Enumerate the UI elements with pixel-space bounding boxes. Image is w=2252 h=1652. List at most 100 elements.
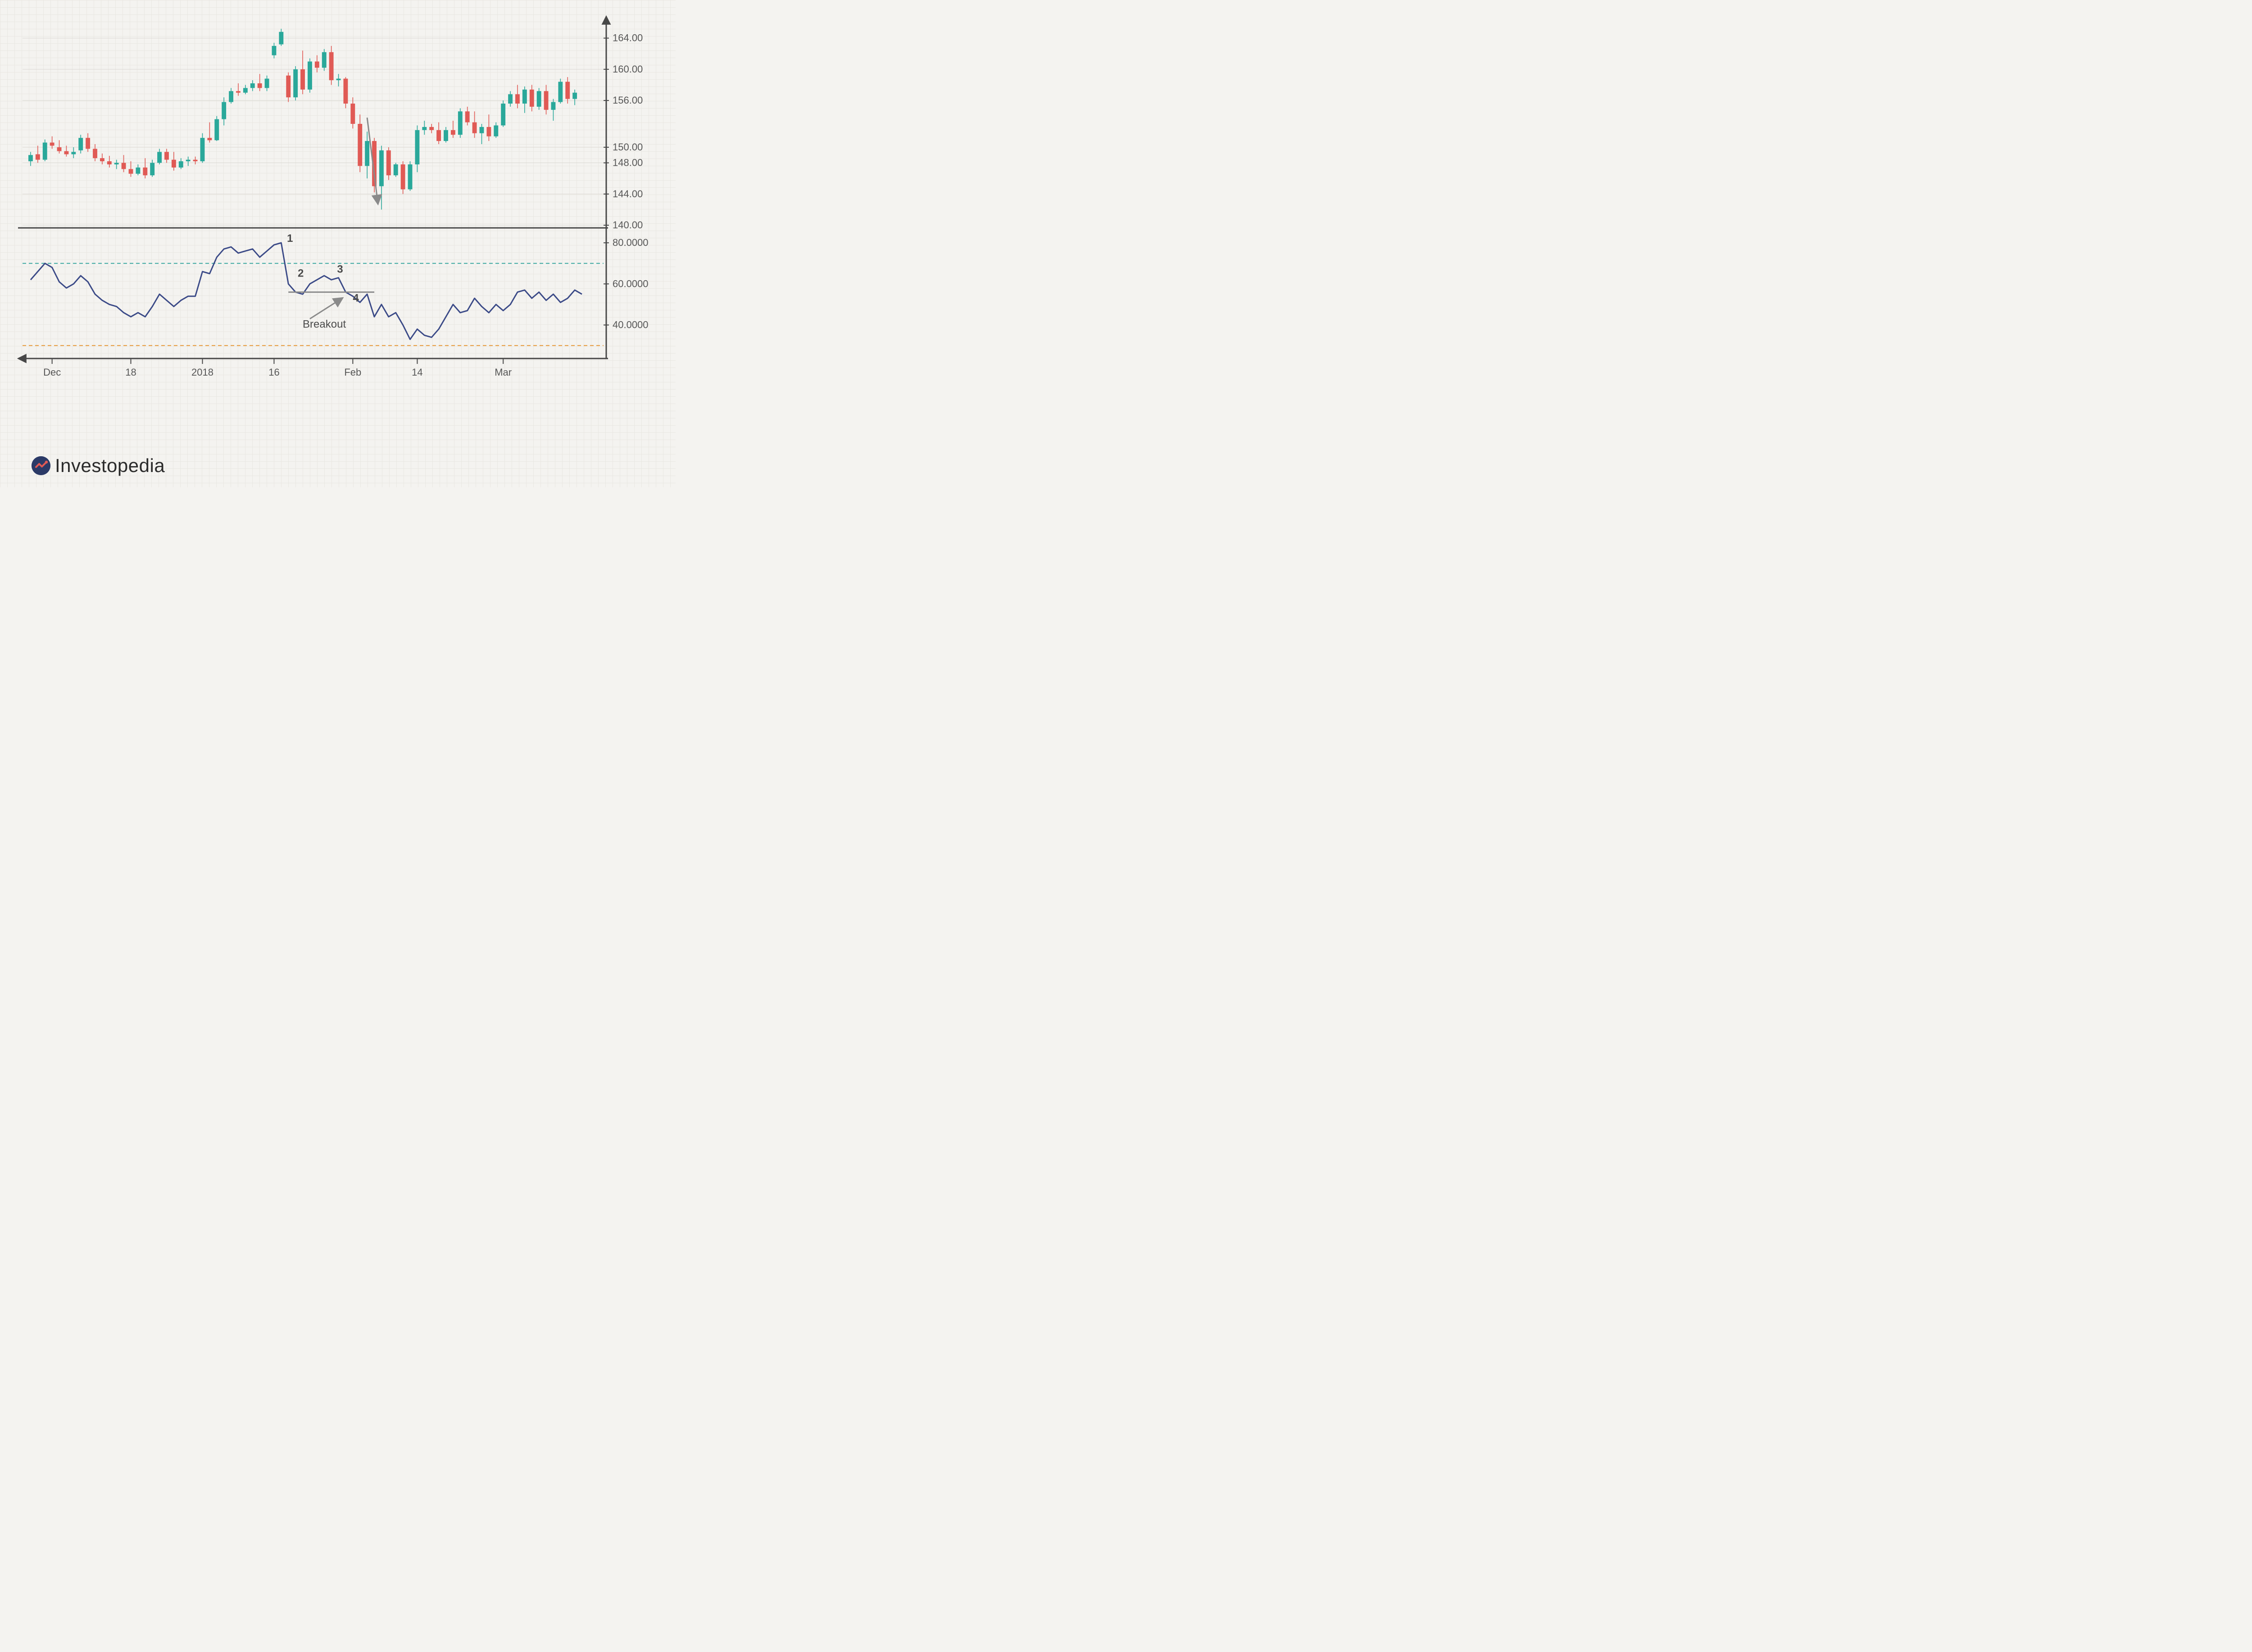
price-axis-label: 144.00: [613, 188, 643, 200]
candle-body: [379, 150, 384, 186]
candle-body: [329, 52, 334, 80]
candle-body: [129, 169, 133, 173]
candle-body: [258, 83, 262, 88]
candle-body: [401, 164, 405, 189]
rsi-axis-label: 60.0000: [613, 278, 649, 289]
candle-body: [465, 111, 470, 122]
candle-body: [150, 163, 154, 176]
candle-body: [344, 79, 348, 104]
candle-body: [200, 138, 205, 161]
candle-body: [243, 88, 248, 92]
price-axis-label: 148.00: [613, 157, 643, 168]
candle-body: [164, 152, 169, 159]
candle-body: [229, 91, 233, 102]
candle-body: [486, 127, 491, 136]
candle-body: [394, 164, 398, 175]
candle-body: [444, 130, 448, 141]
candle-body: [236, 91, 241, 92]
x-axis-label: 2018: [191, 367, 213, 378]
candle-body: [100, 158, 104, 161]
candle-body: [265, 79, 269, 88]
candle-body: [57, 147, 62, 151]
candle-body: [415, 130, 419, 164]
candle-body: [358, 124, 362, 166]
candle-body: [408, 164, 413, 189]
candle-body: [207, 138, 212, 140]
x-axis-label: 18: [125, 367, 136, 378]
candle-body: [422, 127, 427, 130]
candle-body: [214, 119, 219, 141]
candle-body: [172, 160, 176, 168]
candle-body: [472, 123, 477, 133]
candle-body: [436, 130, 441, 141]
x-axis-label: Mar: [495, 367, 512, 378]
logo-text: Investopedia: [55, 455, 165, 477]
candle-body: [530, 90, 534, 107]
rsi-point-label: 3: [337, 263, 343, 276]
candle-body: [71, 152, 76, 154]
candle-body: [501, 104, 505, 125]
candle-body: [286, 76, 291, 97]
rsi-point-label: 4: [353, 292, 359, 304]
candle-body: [308, 62, 312, 90]
candle-body: [458, 111, 463, 135]
candle-body: [143, 168, 147, 175]
candle-body: [36, 154, 40, 160]
price-axis-label: 164.00: [613, 32, 643, 44]
candle-body: [336, 79, 341, 80]
x-axis-label: Feb: [344, 367, 361, 378]
price-axis-label: 156.00: [613, 95, 643, 106]
candle-body: [300, 69, 305, 90]
candle-body: [93, 149, 97, 158]
candle-body: [572, 93, 577, 99]
candle-body: [515, 94, 520, 104]
candle-body: [565, 82, 570, 99]
rsi-axis-label: 80.0000: [613, 237, 649, 248]
candle-body: [250, 83, 255, 88]
candle-body: [537, 91, 541, 107]
chart-svg: 144.00 148.00 150.00 156.00 160.00 164.00 1 40.…: [0, 0, 676, 487]
price-axis-label: 150.00: [613, 141, 643, 153]
candle-body: [136, 168, 140, 174]
candle-body: [107, 161, 112, 164]
candle-body: [544, 91, 549, 110]
candle-body: [86, 138, 90, 149]
candle-body: [193, 160, 198, 161]
candle-body: [365, 141, 369, 166]
candle-body: [551, 102, 556, 110]
candle-body: [315, 62, 319, 68]
candle-body: [480, 127, 484, 133]
breakout-arrow: [310, 298, 342, 319]
candle-body: [522, 90, 527, 104]
candle-body: [186, 160, 191, 161]
candle-body: [78, 138, 83, 150]
candle-body: [179, 161, 183, 168]
rsi-axis-label: 40.0000: [613, 319, 649, 331]
candle-body: [272, 46, 277, 55]
candle-body: [451, 130, 455, 135]
candle-body: [28, 155, 33, 161]
candle-body: [322, 52, 327, 68]
candle-body: [279, 32, 283, 45]
candle-body: [558, 82, 563, 102]
x-axis-label: Dec: [43, 367, 61, 378]
candle-body: [494, 125, 498, 136]
rsi-point-label: 2: [298, 268, 304, 280]
candle-body: [222, 102, 226, 119]
candle-body: [114, 163, 119, 164]
candle-body: [50, 143, 54, 146]
breakout-label: Breakout: [303, 318, 346, 331]
candle-body: [157, 152, 162, 163]
x-axis-label: 16: [268, 367, 279, 378]
candle-body: [122, 163, 126, 169]
price-axis-label: 160.00: [613, 64, 643, 75]
candle-body: [508, 94, 513, 104]
chart-container: 144.00 148.00 150.00 156.00 160.00 164.00 1 40.…: [0, 0, 676, 487]
candle-body: [386, 150, 391, 175]
logo-icon: [32, 456, 50, 475]
candle-body: [429, 127, 434, 130]
candle-body: [293, 69, 298, 97]
rsi-point-label: 1: [287, 232, 293, 245]
x-axis-label: 14: [412, 367, 422, 378]
candle-body: [350, 104, 355, 124]
